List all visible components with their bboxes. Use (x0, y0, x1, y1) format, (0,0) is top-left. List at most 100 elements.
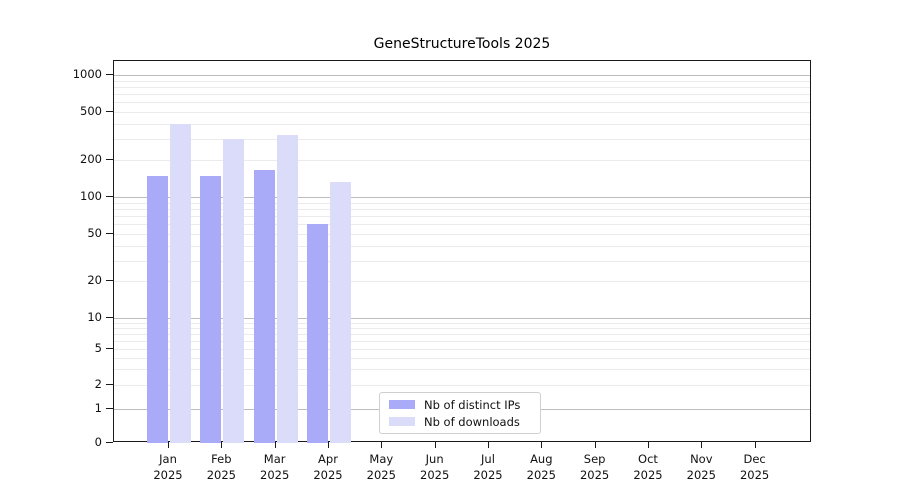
y-gridline-1000 (114, 75, 810, 76)
legend-label-1: Nb of downloads (424, 414, 520, 429)
y-gridline-2 (114, 385, 810, 386)
y-gridline-minor-600 (114, 102, 810, 103)
y-gridline-minor-30 (114, 261, 810, 262)
y-gridline-minor-40 (114, 246, 810, 247)
x-tick-label-jul: Jul 2025 (461, 451, 515, 483)
x-tick-month: Mar (263, 452, 286, 466)
x-tick-mark-nov (701, 442, 703, 448)
x-tick-year: 2025 (420, 468, 450, 482)
y-gridline-5 (114, 349, 810, 350)
bar-ips-jan (147, 175, 168, 443)
y-tick-label-1000: 1000 (72, 67, 102, 81)
x-tick-month: Sep (583, 452, 606, 466)
chart-title: GeneStructureTools 2025 (373, 36, 551, 52)
bar-ips-feb (200, 176, 222, 443)
x-tick-year: 2025 (686, 468, 716, 482)
x-tick-mark-oct (647, 442, 649, 448)
y-tick-label-20: 20 (87, 273, 102, 287)
legend-row-1: Nb of downloads (389, 415, 532, 429)
y-gridline-100 (114, 197, 810, 198)
x-tick-month: Oct (638, 452, 658, 466)
y-tick-mark-200 (106, 159, 113, 160)
x-tick-label-nov: Nov 2025 (674, 451, 728, 483)
y-gridline-minor-60 (114, 224, 810, 225)
x-tick-mark-may (381, 442, 383, 448)
x-tick-mark-aug (541, 442, 543, 448)
x-tick-label-jun: Jun 2025 (408, 451, 462, 483)
y-gridline-minor-70 (114, 216, 810, 217)
y-gridline-minor-400 (114, 124, 810, 125)
x-tick-month: Jul (481, 452, 495, 466)
bar-ips-mar (253, 170, 275, 443)
x-tick-mark-feb (221, 442, 223, 448)
y-tick-mark-10 (106, 317, 113, 318)
y-gridline-minor-900 (114, 81, 810, 82)
y-tick-label-2: 2 (94, 377, 102, 391)
y-tick-mark-1 (106, 408, 113, 409)
x-tick-label-may: May 2025 (354, 451, 408, 483)
x-tick-label-dec: Dec 2025 (728, 451, 782, 483)
y-gridline-minor-80 (114, 209, 810, 210)
x-tick-year: 2025 (313, 468, 343, 482)
y-gridline-200 (114, 160, 810, 161)
x-tick-month: Nov (690, 452, 713, 466)
x-tick-label-feb: Feb 2025 (194, 451, 248, 483)
y-tick-label-500: 500 (80, 104, 102, 118)
x-tick-year: 2025 (366, 468, 396, 482)
bar-downloads-jan (170, 123, 191, 443)
bar-ips-apr (306, 224, 328, 443)
x-tick-month: Jan (159, 452, 177, 466)
y-tick-mark-50 (106, 233, 113, 234)
y-gridline-minor-800 (114, 87, 810, 88)
x-tick-mark-jun (434, 442, 436, 448)
y-gridline-minor-7 (114, 334, 810, 335)
x-tick-mark-sep (594, 442, 596, 448)
x-tick-year: 2025 (260, 468, 290, 482)
y-gridline-minor-8 (114, 328, 810, 329)
y-tick-mark-1000 (106, 74, 113, 75)
legend-swatch-1 (389, 417, 415, 426)
y-gridline-20 (114, 281, 810, 282)
bar-downloads-feb (223, 138, 245, 443)
y-tick-label-200: 200 (80, 152, 102, 166)
x-tick-year: 2025 (739, 468, 770, 482)
y-tick-label-0: 0 (94, 435, 102, 449)
x-tick-month: Jun (425, 452, 444, 466)
x-tick-month: Feb (211, 452, 232, 466)
y-tick-mark-100 (106, 196, 113, 197)
x-tick-label-jan: Jan 2025 (141, 451, 195, 483)
x-tick-mark-apr (327, 442, 329, 448)
x-tick-mark-jan (168, 442, 169, 448)
bar-downloads-mar (276, 135, 298, 443)
y-gridline-minor-700 (114, 94, 810, 95)
x-tick-label-mar: Mar 2025 (248, 451, 302, 483)
y-gridline-minor-4 (114, 358, 810, 359)
x-tick-label-oct: Oct 2025 (621, 451, 675, 483)
y-tick-mark-5 (106, 348, 113, 349)
x-tick-label-sep: Sep 2025 (568, 451, 622, 483)
y-tick-label-10: 10 (87, 310, 102, 324)
y-gridline-50 (114, 234, 810, 235)
x-tick-month: Dec (743, 452, 766, 466)
y-tick-mark-500 (106, 111, 113, 112)
x-tick-label-apr: Apr 2025 (301, 451, 355, 483)
x-tick-year: 2025 (206, 468, 236, 482)
y-tick-label-1: 1 (94, 401, 102, 415)
x-tick-mark-mar (274, 442, 276, 448)
y-tick-label-100: 100 (80, 189, 102, 203)
y-tick-label-5: 5 (94, 341, 102, 355)
x-tick-month: Aug (530, 452, 553, 466)
x-tick-year: 2025 (579, 468, 610, 482)
legend-swatch-0 (389, 400, 415, 409)
y-tick-label-50: 50 (87, 226, 102, 240)
x-tick-mark-dec (754, 442, 756, 448)
legend-label-0: Nb of distinct IPs (424, 397, 521, 412)
y-gridline-500 (114, 112, 810, 113)
y-gridline-minor-6 (114, 341, 810, 342)
x-tick-month: Apr (318, 452, 338, 466)
x-tick-year: 2025 (473, 468, 503, 482)
x-tick-mark-jul (487, 442, 489, 448)
x-tick-year: 2025 (633, 468, 663, 482)
legend-row-0: Nb of distinct IPs (389, 398, 532, 412)
